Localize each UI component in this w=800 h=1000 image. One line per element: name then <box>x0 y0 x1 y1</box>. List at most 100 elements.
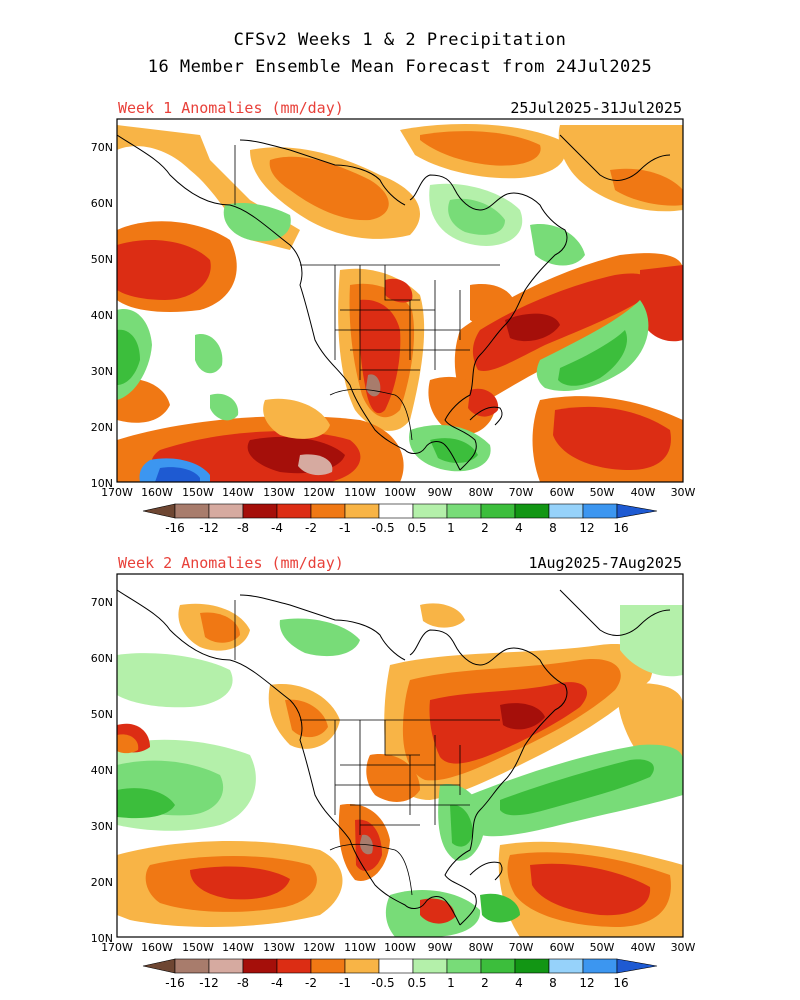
lat-label: 30N <box>91 365 113 378</box>
colorbar-swatch <box>242 958 278 974</box>
svg-text:-16: -16 <box>165 976 185 990</box>
week1-anomaly-field <box>117 119 683 482</box>
svg-text:-0.5: -0.5 <box>371 976 394 990</box>
svg-text:8: 8 <box>549 521 557 535</box>
lat-label: 60N <box>91 652 113 665</box>
svg-text:2: 2 <box>481 521 489 535</box>
week2-anomaly-field <box>117 574 683 937</box>
lat-label: 20N <box>91 876 113 889</box>
lon-label: 50W <box>590 486 615 499</box>
lat-label: 40N <box>91 309 113 322</box>
colorbar-swatch <box>310 958 346 974</box>
lat-label: 40N <box>91 764 113 777</box>
lon-label: 70W <box>509 486 534 499</box>
week2-lon-axis: 170W 160W 150W 140W 130W 120W 110W 100W … <box>101 941 695 954</box>
svg-text:-16: -16 <box>165 521 185 535</box>
colorbar-swatch <box>344 958 380 974</box>
colorbar-swatch <box>446 958 482 974</box>
lat-label: 10N <box>91 932 113 945</box>
lon-label: 40W <box>631 941 656 954</box>
lon-label: 170W <box>101 941 133 954</box>
week2-colorbar-labels: -16 -12 -8 -4 -2 -1 -0.5 0.5 1 2 4 8 12 … <box>165 976 628 990</box>
svg-text:1: 1 <box>447 521 455 535</box>
lon-label: 130W <box>263 486 295 499</box>
lon-label: 170W <box>101 486 133 499</box>
week1-lon-axis: 170W 160W 150W 140W 130W 120W 110W 100W … <box>101 486 695 499</box>
week1-borders <box>234 145 500 441</box>
svg-text:0.5: 0.5 <box>407 521 426 535</box>
colorbar-swatch <box>548 958 584 974</box>
lon-label: 150W <box>182 941 214 954</box>
svg-text:-4: -4 <box>271 976 283 990</box>
lat-label: 30N <box>91 820 113 833</box>
colorbar-swatch <box>378 958 414 974</box>
svg-text:-8: -8 <box>237 521 249 535</box>
colorbar-swatch <box>174 958 210 974</box>
colorbar-swatch <box>480 958 516 974</box>
svg-text:1: 1 <box>447 976 455 990</box>
svg-text:-1: -1 <box>339 976 351 990</box>
lon-label: 160W <box>141 486 173 499</box>
week1-coastlines <box>117 134 671 471</box>
lon-label: 120W <box>303 486 335 499</box>
lon-label: 150W <box>182 486 214 499</box>
svg-text:4: 4 <box>515 521 523 535</box>
lat-label: 50N <box>91 253 113 266</box>
lon-label: 100W <box>384 486 416 499</box>
colorbar-swatch <box>208 958 244 974</box>
svg-text:-12: -12 <box>199 976 219 990</box>
lon-label: 80W <box>469 941 494 954</box>
lon-label: 80W <box>469 486 494 499</box>
lon-label: 60W <box>550 486 575 499</box>
lon-label: 30W <box>671 486 696 499</box>
lon-label: 160W <box>141 941 173 954</box>
svg-text:-2: -2 <box>305 976 317 990</box>
lon-label: 70W <box>509 941 534 954</box>
svg-text:-2: -2 <box>305 521 317 535</box>
svg-text:-0.5: -0.5 <box>371 521 394 535</box>
week2-coastlines <box>117 589 671 926</box>
svg-text:-4: -4 <box>271 521 283 535</box>
lon-label: 90W <box>428 486 453 499</box>
colorbar-swatch <box>582 958 618 974</box>
svg-text:-12: -12 <box>199 521 219 535</box>
week1-precip-map: 70N 60N 50N 40N 30N 20N 10N 170W 160W 15… <box>91 118 696 535</box>
svg-text:12: 12 <box>579 976 594 990</box>
lon-label: 120W <box>303 941 335 954</box>
lon-label: 140W <box>222 941 254 954</box>
lat-label: 70N <box>91 596 113 609</box>
week1-colorbar-labels: -16 -12 -8 -4 -2 -1 -0.5 0.5 1 2 4 8 12 … <box>165 521 628 535</box>
colorbar-arrow-left <box>142 958 176 974</box>
colorbar-swatch <box>514 958 550 974</box>
svg-text:12: 12 <box>579 521 594 535</box>
lon-label: 100W <box>384 941 416 954</box>
week2-precip-map: 70N 60N 50N 40N 30N 20N 10N 170W 160W 15… <box>91 573 696 990</box>
week1-anomaly-label: Week 1 Anomalies (mm/day) <box>118 99 344 117</box>
week1-date-range: 25Jul2025-31Jul2025 <box>510 99 682 117</box>
figure-title-line1: CFSv2 Weeks 1 & 2 Precipitation <box>233 30 567 50</box>
svg-text:16: 16 <box>613 521 628 535</box>
lat-label: 20N <box>91 421 113 434</box>
colorbar-swatch <box>412 958 448 974</box>
colorbar-swatch <box>276 958 312 974</box>
lon-label: 130W <box>263 941 295 954</box>
figure-title-line2: 16 Member Ensemble Mean Forecast from 24… <box>147 57 653 77</box>
lat-label: 10N <box>91 477 113 490</box>
lon-label: 30W <box>671 941 696 954</box>
lon-label: 50W <box>590 941 615 954</box>
lon-label: 60W <box>550 941 575 954</box>
colorbar-arrow-right <box>616 503 658 519</box>
svg-text:16: 16 <box>613 976 628 990</box>
lon-label: 40W <box>631 486 656 499</box>
svg-text:8: 8 <box>549 976 557 990</box>
week2-date-range: 1Aug2025-7Aug2025 <box>528 554 682 572</box>
week1-colorbar <box>142 503 658 519</box>
lat-label: 50N <box>91 708 113 721</box>
colorbar-arrow-right <box>616 958 658 974</box>
lon-label: 110W <box>344 486 376 499</box>
svg-text:0.5: 0.5 <box>407 976 426 990</box>
week2-borders <box>234 600 500 896</box>
svg-text:2: 2 <box>481 976 489 990</box>
lat-label: 70N <box>91 141 113 154</box>
lon-label: 90W <box>428 941 453 954</box>
